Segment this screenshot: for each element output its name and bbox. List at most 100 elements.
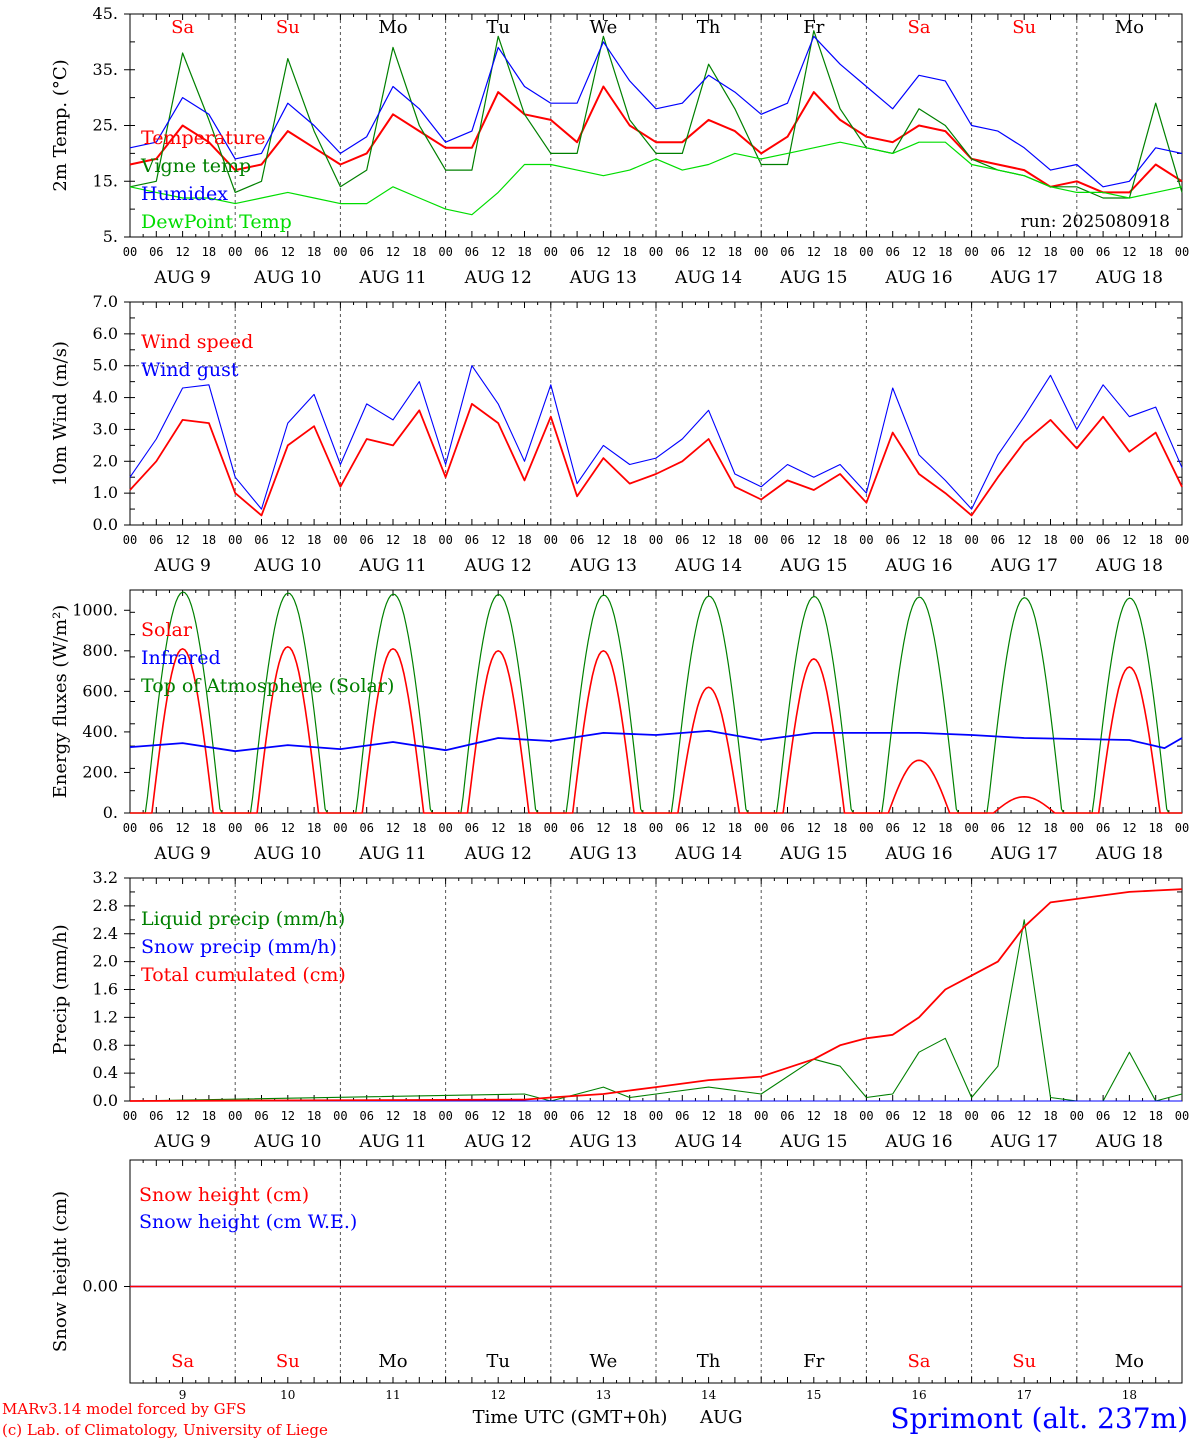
hour-tick-label: 12 xyxy=(912,821,926,835)
hour-tick-label: 12 xyxy=(701,533,715,547)
hour-tick-label: 12 xyxy=(386,821,400,835)
y-axis-label: 2m Temp. (°C) xyxy=(50,59,71,191)
hour-tick-label: 00 xyxy=(964,533,978,547)
day-number: 11 xyxy=(385,1388,400,1402)
hour-tick-label: 18 xyxy=(307,821,321,835)
y-tick-label: 1.6 xyxy=(93,980,118,999)
hour-tick-label: 06 xyxy=(570,533,584,547)
credit-line-1: MARv3.14 model forced by GFS xyxy=(2,1400,246,1418)
day-number: 16 xyxy=(911,1388,926,1402)
hour-tick-label: 06 xyxy=(149,245,163,259)
y-tick-label: 1.2 xyxy=(93,1007,118,1026)
date-label: AUG 14 xyxy=(674,844,742,864)
hour-tick-label: 00 xyxy=(649,245,663,259)
hour-tick-label: 12 xyxy=(491,1109,505,1123)
y-tick-label: 45. xyxy=(93,4,118,23)
hour-tick-label: 06 xyxy=(465,821,479,835)
y-tick-label: 800. xyxy=(82,641,118,660)
hour-tick-label: 00 xyxy=(859,1109,873,1123)
x-axis-title: Time UTC (GMT+0h) xyxy=(473,1407,668,1428)
hour-tick-label: 00 xyxy=(1175,821,1189,835)
day-abbr: We xyxy=(590,17,618,38)
hour-tick-label: 12 xyxy=(1017,245,1031,259)
day-abbr: Su xyxy=(1012,1351,1036,1372)
hour-tick-label: 06 xyxy=(254,245,268,259)
series-line-wind-speed xyxy=(129,402,1183,517)
hour-tick-label: 06 xyxy=(885,533,899,547)
y-tick-label: 35. xyxy=(93,60,118,79)
date-label: AUG 17 xyxy=(990,844,1058,864)
series-line-solar xyxy=(130,645,1182,814)
y-tick-label: 4.0 xyxy=(93,388,118,407)
hour-tick-label: 06 xyxy=(991,821,1005,835)
date-label: AUG 10 xyxy=(253,556,321,576)
hour-tick-label: 18 xyxy=(833,533,847,547)
hour-tick-label: 00 xyxy=(1070,245,1084,259)
date-label: AUG 10 xyxy=(253,844,321,864)
hour-tick-label: 18 xyxy=(307,245,321,259)
legend-snow-1: Snow height (cm W.E.) xyxy=(139,1211,357,1233)
hour-tick-label: 06 xyxy=(570,821,584,835)
hour-tick-label: 00 xyxy=(438,1109,452,1123)
hour-tick-label: 12 xyxy=(596,1109,610,1123)
series-line-total-cumulated-cm- xyxy=(129,888,1183,1102)
hour-tick-label: 18 xyxy=(307,1109,321,1123)
hour-tick-label: 18 xyxy=(622,245,636,259)
hour-tick-label: 00 xyxy=(754,533,768,547)
hour-tick-label: 18 xyxy=(1043,1109,1057,1123)
date-label: AUG 12 xyxy=(464,268,532,288)
date-label: AUG 12 xyxy=(464,844,532,864)
series-line-dewpoint-temp xyxy=(129,141,1183,216)
date-label: AUG 9 xyxy=(153,844,210,864)
hour-tick-label: 06 xyxy=(149,533,163,547)
hour-tick-label: 12 xyxy=(807,1109,821,1123)
date-label: AUG 11 xyxy=(358,556,426,576)
date-label: AUG 13 xyxy=(569,1132,637,1152)
hour-tick-label: 18 xyxy=(1043,245,1057,259)
day-abbr: Su xyxy=(276,1351,300,1372)
hour-tick-label: 18 xyxy=(728,245,742,259)
hour-tick-label: 00 xyxy=(333,1109,347,1123)
y-tick-label: 0.00 xyxy=(82,1277,118,1296)
hour-tick-label: 00 xyxy=(228,821,242,835)
day-abbr: Tu xyxy=(486,17,510,38)
date-label: AUG 15 xyxy=(779,268,847,288)
hour-tick-label: 06 xyxy=(359,821,373,835)
series-line-top-of-atmosphere xyxy=(130,591,1182,814)
y-tick-label: 6.0 xyxy=(93,324,118,343)
y-tick-label: 0.0 xyxy=(93,515,118,534)
hour-tick-label: 00 xyxy=(438,533,452,547)
hour-tick-label: 06 xyxy=(675,533,689,547)
day-abbr: Mo xyxy=(378,17,407,38)
day-abbr: Fr xyxy=(803,1351,824,1372)
day-abbr: Sa xyxy=(171,1351,194,1372)
hour-tick-label: 06 xyxy=(570,1109,584,1123)
day-abbr: We xyxy=(590,1351,618,1372)
hour-tick-label: 12 xyxy=(807,821,821,835)
hour-tick-label: 12 xyxy=(1122,245,1136,259)
hour-tick-label: 06 xyxy=(254,1109,268,1123)
hour-tick-label: 00 xyxy=(1070,1109,1084,1123)
hour-tick-label: 06 xyxy=(149,1109,163,1123)
legend-vigne-temp: Vigne temp xyxy=(140,155,251,177)
y-tick-label: 15. xyxy=(93,171,118,190)
day-abbr: Sa xyxy=(171,17,194,38)
hour-tick-label: 00 xyxy=(544,821,558,835)
date-label: AUG 11 xyxy=(358,1132,426,1152)
hour-tick-label: 18 xyxy=(622,533,636,547)
hour-tick-label: 00 xyxy=(123,821,137,835)
y-tick-label: 400. xyxy=(82,722,118,741)
hour-tick-label: 00 xyxy=(1175,533,1189,547)
hour-tick-label: 00 xyxy=(649,533,663,547)
day-abbr: Mo xyxy=(1115,17,1144,38)
hour-tick-label: 06 xyxy=(1096,821,1110,835)
hour-tick-label: 06 xyxy=(1096,533,1110,547)
hour-tick-label: 00 xyxy=(964,821,978,835)
day-abbr: Mo xyxy=(1115,1351,1144,1372)
hour-tick-label: 12 xyxy=(386,533,400,547)
y-tick-label: 0.0 xyxy=(93,1091,118,1110)
hour-tick-label: 18 xyxy=(622,1109,636,1123)
date-label: AUG 15 xyxy=(779,556,847,576)
y-tick-label: 2.4 xyxy=(93,924,118,943)
date-label: AUG 14 xyxy=(674,1132,742,1152)
